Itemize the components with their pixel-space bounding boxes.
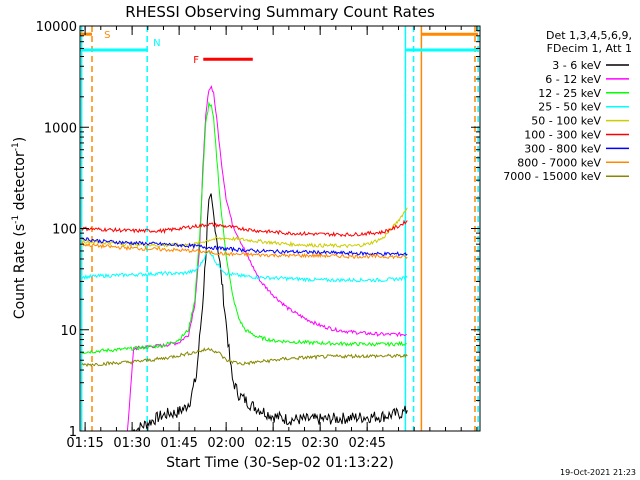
x-tick-label: 02:30 — [301, 436, 338, 451]
series-line-3 — [81, 249, 408, 283]
legend-label: 12 - 25 keV — [538, 87, 601, 100]
plot-area: S N F — [80, 26, 479, 432]
y-tick-label: 100 — [52, 223, 77, 238]
series-line-5 — [81, 219, 408, 238]
legend-label: 800 - 7000 keV — [517, 156, 601, 169]
legend-label: 3 - 6 keV — [552, 59, 601, 72]
y-tick-label: 10 — [60, 324, 77, 339]
x-tick-label: 02:15 — [254, 436, 291, 451]
chart-title: RHESSI Observing Summary Count Rates — [125, 3, 435, 21]
flag-label-F: F — [193, 55, 199, 66]
series-line-2 — [81, 101, 407, 354]
x-tick-label: 02:45 — [348, 436, 385, 451]
x-tick-label: 01:15 — [66, 436, 103, 451]
series-line-1 — [126, 85, 407, 432]
legend-label: 7000 - 15000 keV — [503, 170, 601, 183]
footer-timestamp: 19-Oct-2021 21:23 — [560, 468, 636, 477]
x-tick-label: 01:30 — [113, 436, 150, 451]
legend-label: 6 - 12 keV — [545, 73, 601, 86]
legend-label: 25 - 50 keV — [538, 101, 601, 114]
y-tick-label: 1 — [69, 425, 77, 440]
x-tick-label: 02:00 — [207, 436, 244, 451]
series-line-8 — [81, 347, 408, 368]
y-tick-label: 1000 — [44, 121, 77, 136]
y-axis: 1 10 100 1000 10000 — [36, 20, 480, 440]
flag-label-S: S — [104, 30, 110, 41]
y-tick-label: 10000 — [36, 20, 77, 35]
y-axis-label: Count Rate (s-1 detector-1) — [11, 137, 28, 319]
x-axis-label: Start Time (30-Sep-02 01:13:22) — [166, 455, 394, 471]
flag-label-N: N — [153, 38, 160, 49]
x-axis: 01:15 01:30 01:45 02:00 02:15 02:30 02:45 — [66, 26, 478, 451]
legend-label: 50 - 100 keV — [531, 115, 601, 128]
series-line-6 — [81, 237, 408, 257]
legend-label: 100 - 300 keV — [524, 129, 601, 142]
legend-header-line: Det 1,3,4,5,6,9, — [546, 29, 632, 42]
plot-frame — [79, 25, 481, 432]
x-tick-label: 01:45 — [160, 436, 197, 451]
legend-label: 300 - 800 keV — [524, 142, 601, 155]
series-line-7 — [81, 241, 408, 260]
legend: Det 1,3,4,5,6,9,FDecim 1, Att 1 3 - 6 keV… — [503, 29, 632, 183]
legend-header-line: FDecim 1, Att 1 — [547, 42, 632, 55]
series-line-0 — [132, 193, 408, 432]
series-line-4 — [81, 207, 408, 249]
